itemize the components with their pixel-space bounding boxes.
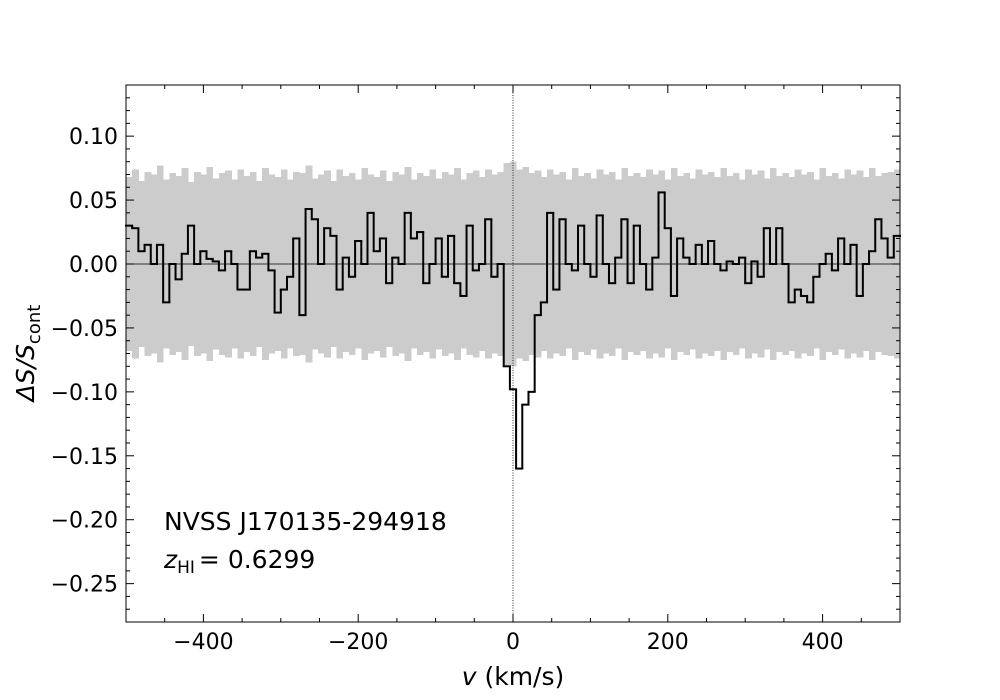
x-tick-label: 400 bbox=[802, 630, 844, 655]
y-axis-label: ΔS/Scont bbox=[11, 305, 45, 404]
redshift-sub: HI bbox=[177, 558, 195, 578]
x-unit: (km/s) bbox=[484, 662, 564, 691]
y-tick-label: −0.25 bbox=[51, 573, 118, 598]
redshift-value: = 0.6299 bbox=[199, 545, 315, 574]
y-tick-label: −0.05 bbox=[51, 317, 118, 342]
annotation: NVSS J170135-294918 bbox=[164, 507, 447, 536]
x-tick-label: −400 bbox=[173, 630, 233, 655]
x-tick-label: −200 bbox=[328, 630, 388, 655]
y-var: ΔS/S bbox=[11, 344, 40, 403]
y-tick-label: −0.15 bbox=[51, 445, 118, 470]
x-var: v bbox=[462, 662, 478, 691]
y-tick-label: 0.00 bbox=[69, 253, 118, 278]
x-tick-label: 200 bbox=[647, 630, 689, 655]
y-tick-label: −0.10 bbox=[51, 381, 118, 406]
y-tick-label: −0.20 bbox=[51, 509, 118, 534]
redshift-symbol: z bbox=[163, 545, 178, 574]
x-axis-label: v (km/s) bbox=[462, 662, 565, 691]
y-tick-label: 0.10 bbox=[69, 125, 118, 150]
redshift-label: zHI = 0.6299 bbox=[163, 545, 315, 578]
step-connector bbox=[131, 192, 895, 469]
x-tick-label: 0 bbox=[506, 630, 520, 655]
y-sub: cont bbox=[24, 305, 45, 344]
y-tick-label: 0.05 bbox=[69, 189, 118, 214]
